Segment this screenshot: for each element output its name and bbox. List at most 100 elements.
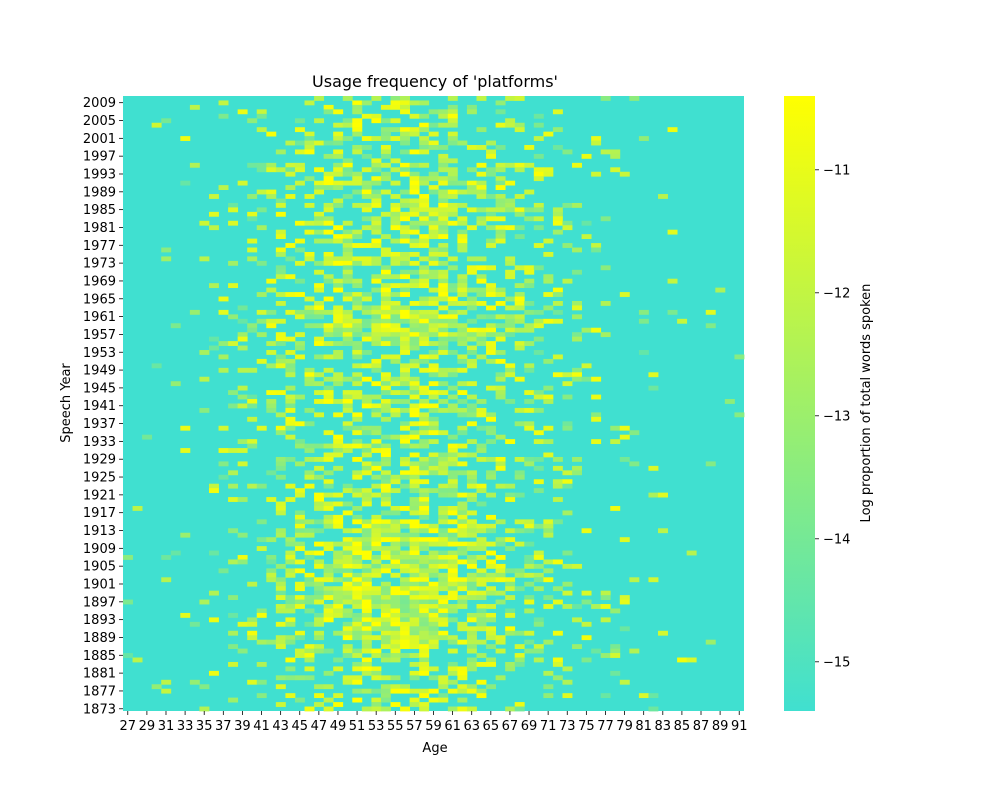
heatmap-cell <box>275 341 286 346</box>
heatmap-cell <box>333 381 344 387</box>
heatmap-cell <box>380 287 391 293</box>
heatmap-cell <box>256 537 267 543</box>
heatmap-cell <box>428 644 439 650</box>
heatmap-cell <box>361 577 372 583</box>
heatmap-cell <box>514 528 525 534</box>
heatmap-cell <box>237 461 248 467</box>
x-tick-label: 41 <box>253 719 270 734</box>
heatmap-cell <box>447 202 458 208</box>
x-tick-label: 75 <box>578 719 595 734</box>
heatmap-cell <box>256 661 267 667</box>
heatmap-cell <box>390 604 401 609</box>
heatmap-cell <box>419 626 430 632</box>
heatmap-cell <box>390 537 401 543</box>
heatmap-cell <box>419 341 430 346</box>
heatmap-cell <box>314 528 325 534</box>
heatmap-cell <box>409 563 420 569</box>
x-tick-label: 37 <box>215 719 232 734</box>
heatmap-cell <box>476 327 487 333</box>
heatmap-cell <box>333 131 344 137</box>
heatmap-cell <box>371 559 382 565</box>
heatmap-cell <box>304 657 315 663</box>
heatmap-cell <box>447 109 458 115</box>
heatmap-cell <box>419 265 430 271</box>
heatmap-cell <box>476 341 487 346</box>
heatmap-cell <box>333 590 344 596</box>
heatmap-cell <box>562 590 573 596</box>
heatmap-cell <box>380 684 391 690</box>
heatmap-cell <box>438 577 449 583</box>
heatmap-cell <box>505 568 516 574</box>
heatmap-cell <box>371 448 382 453</box>
x-tick-label: 57 <box>406 719 423 734</box>
heatmap-cell <box>314 269 325 275</box>
heatmap-cell <box>476 256 487 262</box>
heatmap-cell <box>438 492 449 498</box>
heatmap-cell <box>409 697 420 703</box>
heatmap-cell <box>285 635 296 641</box>
heatmap-cell <box>323 617 334 623</box>
heatmap-cell <box>505 528 516 534</box>
heatmap-cell <box>524 390 535 395</box>
heatmap-cell <box>428 171 439 177</box>
heatmap-cell <box>285 256 296 262</box>
heatmap-cell <box>409 229 420 235</box>
x-tick-label: 89 <box>712 719 729 734</box>
heatmap-cell <box>361 666 372 672</box>
heatmap-cell <box>419 706 430 712</box>
heatmap-cell <box>447 211 458 217</box>
heatmap-cell <box>505 274 516 280</box>
heatmap-cell <box>361 430 372 436</box>
heatmap-cell <box>438 407 449 413</box>
heatmap-cell <box>352 296 363 302</box>
heatmap-cell <box>409 238 420 244</box>
heatmap-cell <box>218 113 229 119</box>
heatmap-cell <box>476 314 487 320</box>
heatmap-cell <box>371 194 382 199</box>
heatmap-cell <box>228 497 239 502</box>
heatmap-cell <box>333 577 344 583</box>
heatmap-cell <box>400 541 411 547</box>
heatmap-cell <box>543 385 554 391</box>
heatmap-cell <box>294 532 305 538</box>
heatmap-cell <box>524 630 535 636</box>
heatmap-cell <box>409 621 420 627</box>
heatmap-cell <box>514 234 525 240</box>
heatmap-cell <box>314 586 325 592</box>
heatmap-cell <box>591 243 602 248</box>
heatmap-cell <box>447 131 458 137</box>
heatmap-cell <box>285 421 296 427</box>
heatmap-cell <box>466 296 477 302</box>
heatmap-cell <box>342 158 353 164</box>
heatmap-cell <box>495 639 506 645</box>
heatmap-cell <box>342 568 353 574</box>
heatmap-cell <box>466 688 477 694</box>
heatmap-cell <box>371 635 382 641</box>
heatmap-cell <box>342 443 353 449</box>
heatmap-cell <box>380 510 391 516</box>
heatmap-cell <box>323 220 334 226</box>
heatmap-cell <box>428 185 439 190</box>
heatmap-cell <box>505 207 516 213</box>
heatmap-cell <box>562 225 573 231</box>
heatmap-cell <box>524 265 535 271</box>
heatmap-cell <box>342 238 353 244</box>
heatmap-cell <box>629 96 640 101</box>
heatmap-cell <box>275 265 286 271</box>
heatmap-cell <box>314 399 325 404</box>
heatmap-cell <box>486 550 496 556</box>
heatmap-cell <box>419 238 430 244</box>
heatmap-cell <box>476 626 487 632</box>
colorbar-tick-label: −14 <box>823 532 850 547</box>
heatmap-cell <box>466 394 477 400</box>
heatmap-cell <box>457 532 468 538</box>
heatmap-cell <box>323 376 334 382</box>
heatmap-cell <box>314 550 325 556</box>
heatmap-cell <box>486 171 496 177</box>
heatmap-cell <box>314 390 325 395</box>
heatmap-cell <box>390 572 401 578</box>
heatmap-cell <box>438 684 449 690</box>
heatmap-cell <box>314 501 325 507</box>
heatmap-cell <box>428 430 439 436</box>
heatmap-cell <box>419 162 430 168</box>
